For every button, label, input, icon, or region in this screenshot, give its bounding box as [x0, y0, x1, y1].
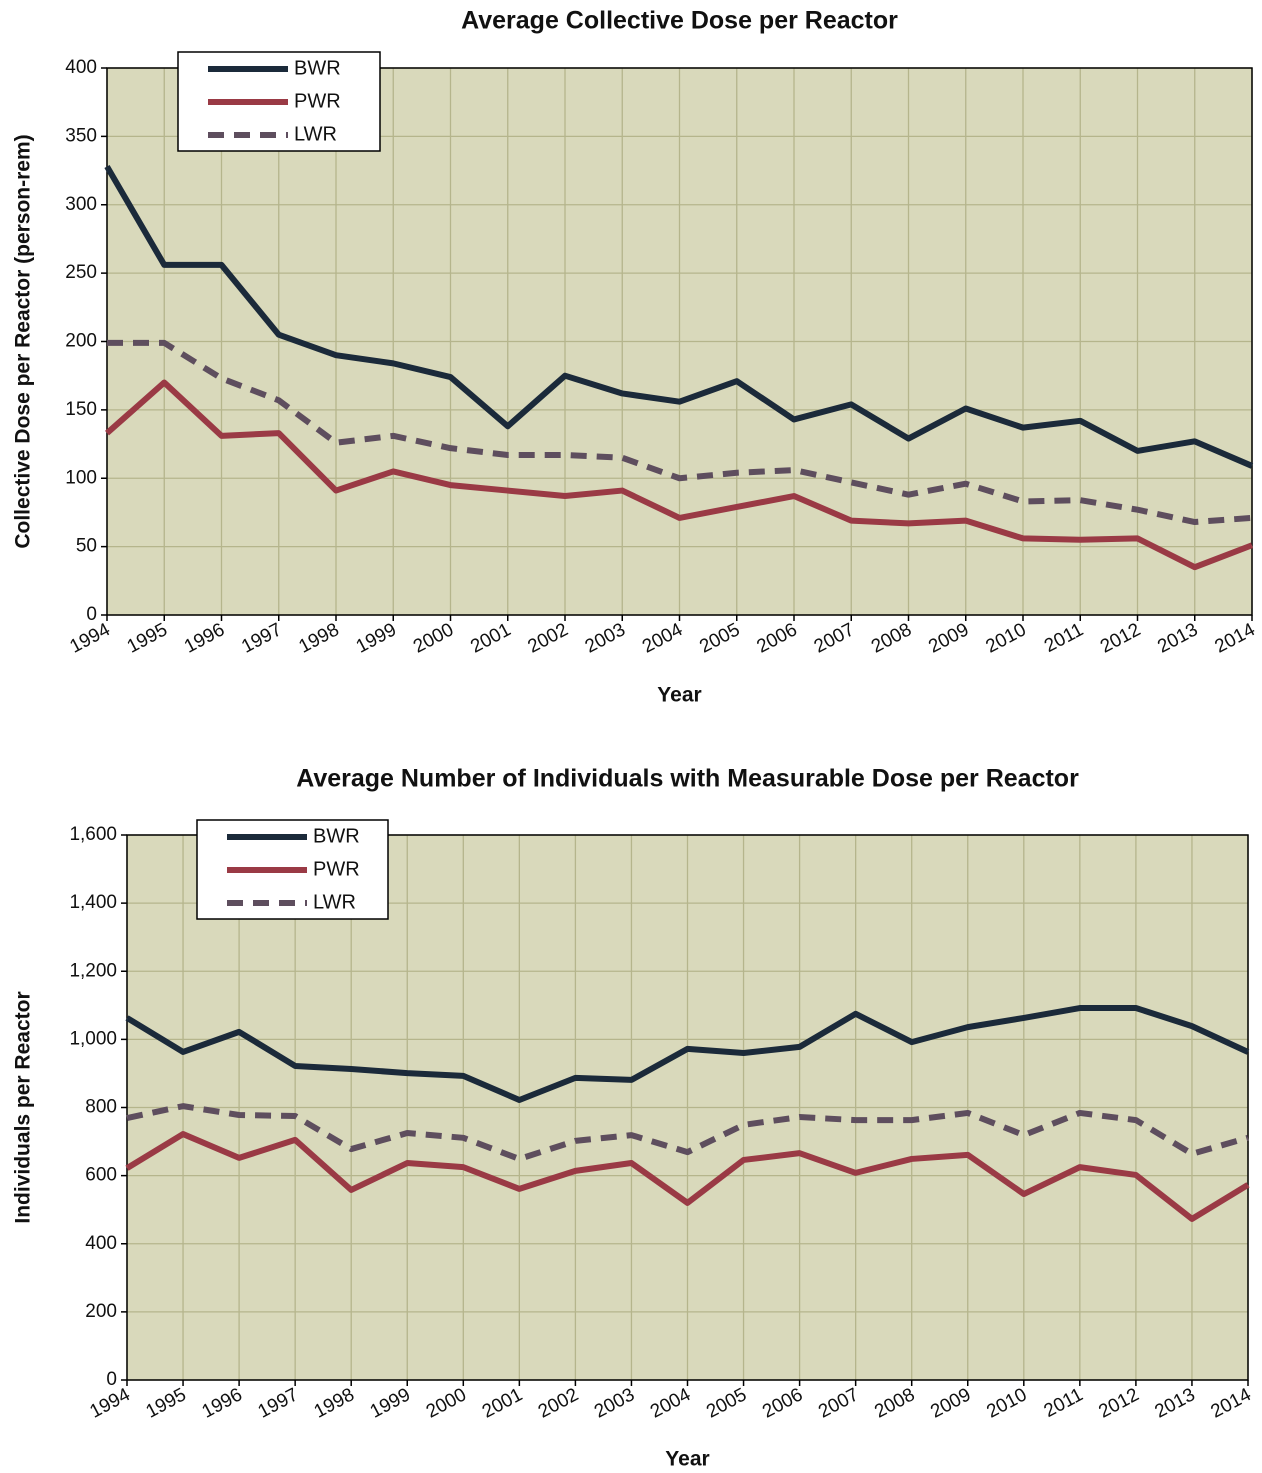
x-tick-label: 1999	[353, 619, 400, 657]
x-tick-label: 2011	[1041, 619, 1087, 657]
x-tick-label: 2010	[983, 1384, 1030, 1422]
y-tick-label: 1,200	[69, 960, 117, 981]
chart: Average Number of Individuals with Measu…	[12, 765, 1256, 1471]
series-line	[104, 164, 1254, 469]
x-axis-label: Year	[657, 684, 701, 707]
x-tick-label: 2002	[535, 1384, 582, 1422]
x-tick-label: 2009	[925, 619, 972, 657]
y-tick-label: 250	[65, 262, 97, 283]
x-tick-label: 2003	[591, 1384, 638, 1422]
x-tick-label: 2001	[479, 1384, 526, 1422]
x-tick-label: 2000	[410, 619, 457, 657]
y-axis-label: Individuals per Reactor	[12, 991, 35, 1223]
x-axis-label: Year	[665, 1448, 709, 1471]
series-line	[125, 1131, 1250, 1222]
x-tick-label: 2006	[754, 619, 801, 657]
x-tick-label: 2005	[703, 1384, 750, 1422]
legend-label: PWR	[294, 90, 341, 112]
x-tick-label: 1997	[238, 619, 285, 657]
x-tick-label: 1999	[367, 1384, 414, 1422]
legend-label: LWR	[294, 123, 337, 145]
y-tick-label: 0	[86, 604, 97, 625]
y-tick-label: 200	[85, 1301, 117, 1322]
y-axis-label: Collective Dose per Reactor (person-rem)	[12, 134, 35, 548]
y-tick-label: 1,000	[69, 1028, 117, 1049]
chart-title: Average Collective Dose per Reactor	[461, 7, 898, 35]
chart-title: Average Number of Individuals with Measu…	[296, 765, 1079, 793]
x-tick-label: 2013	[1151, 1384, 1198, 1422]
y-tick-label: 800	[85, 1097, 117, 1118]
legend-label: BWR	[294, 57, 341, 79]
x-tick-label: 2005	[696, 619, 743, 657]
x-tick-label: 2008	[868, 619, 915, 657]
x-tick-label: 1997	[255, 1384, 302, 1422]
x-tick-label: 2011	[1041, 1384, 1087, 1422]
x-tick-label: 2009	[927, 1384, 974, 1422]
x-tick-label: 1995	[143, 1384, 190, 1422]
x-tick-label: 2001	[467, 619, 514, 657]
x-tick-label: 2014	[1212, 619, 1260, 658]
series-line	[125, 1005, 1250, 1104]
x-tick-label: 1998	[296, 619, 343, 657]
x-tick-label: 2007	[815, 1384, 862, 1422]
y-tick-label: 400	[85, 1233, 117, 1254]
y-tick-label: 150	[65, 399, 97, 420]
x-tick-label: 1996	[199, 1384, 246, 1422]
series-line	[107, 339, 1253, 526]
x-tick-label: 2014	[1208, 1384, 1256, 1423]
y-tick-label: 400	[65, 57, 97, 78]
x-tick-label: 1995	[124, 619, 171, 657]
y-tick-label: 300	[65, 194, 97, 215]
legend-label: PWR	[313, 858, 360, 880]
y-tick-label: 600	[85, 1165, 117, 1186]
x-tick-label: 2003	[582, 619, 629, 657]
x-tick-label: 2007	[811, 619, 858, 657]
y-tick-label: 1,600	[69, 824, 117, 845]
x-tick-label: 2006	[759, 1384, 806, 1422]
chart: Average Collective Dose per Reactor 0 50 10…	[12, 7, 1260, 707]
y-tick-label: 200	[65, 331, 97, 352]
x-tick-label: 2004	[647, 1384, 695, 1423]
y-tick-label: 0	[106, 1369, 117, 1390]
y-tick-label: 100	[65, 467, 97, 488]
series-line	[105, 379, 1254, 571]
x-tick-label: 2012	[1097, 619, 1144, 657]
y-tick-label: 350	[65, 125, 97, 146]
x-tick-label: 2002	[525, 619, 572, 657]
x-tick-label: 2012	[1095, 1384, 1142, 1422]
x-tick-label: 1998	[311, 1384, 358, 1422]
x-tick-label: 2010	[983, 619, 1030, 657]
y-tick-label: 50	[76, 536, 97, 557]
x-tick-label: 1996	[181, 619, 228, 657]
x-tick-label: 2013	[1154, 619, 1201, 657]
legend-label: LWR	[313, 891, 356, 913]
y-tick-label: 1,400	[69, 892, 117, 913]
legend-label: BWR	[313, 825, 360, 847]
x-tick-label: 2004	[639, 619, 687, 658]
x-tick-label: 2008	[871, 1384, 918, 1422]
series-line	[126, 1103, 1249, 1162]
x-tick-label: 2000	[423, 1384, 470, 1422]
